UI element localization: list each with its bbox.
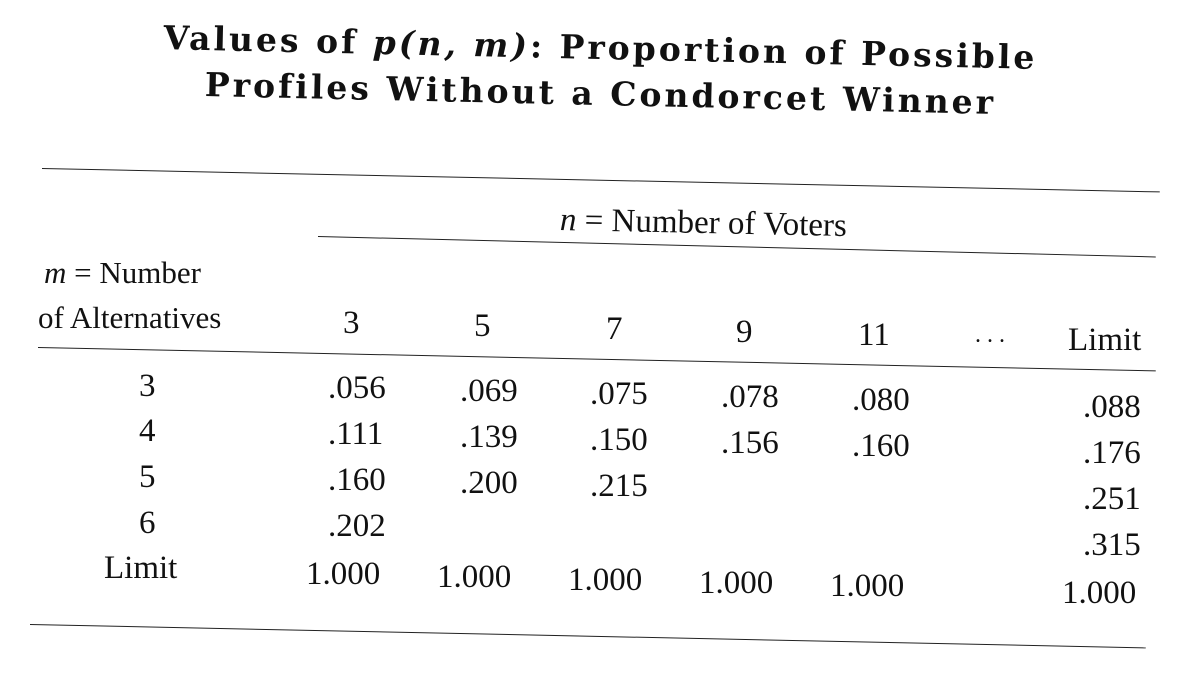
column-header: . . . bbox=[975, 322, 1005, 348]
title-suffix: : Proportion of Possible bbox=[529, 26, 1038, 77]
column-header: 9 bbox=[736, 314, 753, 350]
header-rule bbox=[37, 347, 1156, 372]
stub-label-line-1: = Number bbox=[74, 255, 201, 290]
column-group-label: = Number of Voters bbox=[584, 202, 848, 245]
column-header: Limit bbox=[1068, 322, 1142, 358]
table-cell: .160 bbox=[852, 428, 910, 464]
table-cell: 1.000 bbox=[1062, 575, 1137, 611]
table-cell: .088 bbox=[1083, 389, 1141, 425]
table-cell: .215 bbox=[590, 468, 648, 504]
top-rule bbox=[41, 168, 1160, 193]
stub-heading-line-1: m = Number bbox=[44, 255, 201, 291]
row-label: Limit bbox=[104, 550, 178, 586]
title-prefix: Values of bbox=[163, 18, 374, 62]
table-cell: .200 bbox=[460, 465, 518, 501]
table-cell: .150 bbox=[590, 422, 648, 458]
table-cell: .080 bbox=[852, 382, 910, 418]
table-cell: .078 bbox=[721, 379, 779, 415]
row-label: 3 bbox=[139, 368, 156, 404]
stub-heading-line-2: of Alternatives bbox=[38, 300, 222, 335]
table-cell: .111 bbox=[328, 416, 384, 452]
table-cell: .056 bbox=[328, 370, 386, 406]
table-cell: 1.000 bbox=[699, 565, 774, 601]
table-cell: 1.000 bbox=[437, 559, 512, 595]
column-header: 7 bbox=[606, 311, 623, 347]
table-cell: .075 bbox=[590, 376, 648, 412]
table-cell: 1.000 bbox=[306, 556, 381, 592]
row-label: 5 bbox=[139, 459, 156, 495]
bottom-rule bbox=[29, 624, 1146, 649]
stub-variable: m bbox=[44, 255, 67, 290]
column-group-variable: n bbox=[559, 202, 577, 239]
table-cell: .069 bbox=[460, 373, 518, 409]
table-cell: .176 bbox=[1083, 435, 1141, 471]
column-header: 11 bbox=[858, 317, 890, 353]
row-label: 6 bbox=[139, 505, 156, 541]
row-label: 4 bbox=[139, 413, 156, 449]
table-cell: .251 bbox=[1083, 481, 1141, 517]
table-cell: .202 bbox=[328, 508, 386, 544]
column-header: 3 bbox=[343, 305, 360, 341]
column-header: 5 bbox=[474, 308, 491, 344]
table-cell: .139 bbox=[460, 419, 518, 455]
title-function: p(n, m) bbox=[372, 22, 531, 66]
table-cell: 1.000 bbox=[830, 568, 905, 604]
table-cell: 1.000 bbox=[568, 562, 643, 598]
table-cell: .160 bbox=[328, 462, 386, 498]
column-group-heading: n = Number of Voters bbox=[560, 202, 848, 245]
table-cell: .156 bbox=[721, 425, 779, 461]
table-cell: .315 bbox=[1083, 527, 1141, 563]
